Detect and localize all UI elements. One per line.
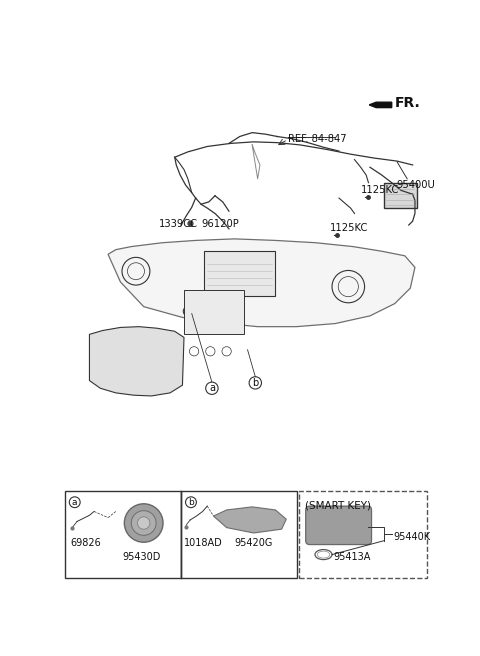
Ellipse shape: [315, 550, 332, 560]
Polygon shape: [214, 507, 286, 533]
FancyBboxPatch shape: [181, 491, 297, 578]
Text: 95400U: 95400U: [396, 180, 435, 190]
Text: b: b: [188, 498, 194, 506]
Text: 1125KC: 1125KC: [360, 185, 399, 195]
Circle shape: [132, 510, 156, 535]
Text: REF. 84-847: REF. 84-847: [288, 134, 347, 144]
Text: 95440K: 95440K: [393, 532, 431, 542]
FancyBboxPatch shape: [299, 491, 427, 578]
Text: (SMART KEY): (SMART KEY): [305, 501, 371, 510]
Circle shape: [124, 504, 163, 543]
Text: 69826: 69826: [71, 538, 102, 548]
FancyBboxPatch shape: [65, 491, 181, 578]
FancyBboxPatch shape: [306, 506, 372, 544]
FancyBboxPatch shape: [384, 182, 417, 208]
Text: a: a: [209, 383, 215, 393]
Circle shape: [137, 517, 150, 529]
Text: 1125KC: 1125KC: [330, 224, 368, 234]
FancyBboxPatch shape: [204, 251, 276, 296]
FancyBboxPatch shape: [184, 290, 244, 335]
Text: a: a: [72, 498, 77, 506]
Text: 95420G: 95420G: [234, 538, 273, 548]
Text: 95413A: 95413A: [334, 552, 371, 562]
Ellipse shape: [317, 551, 330, 558]
Polygon shape: [89, 327, 184, 396]
Text: b: b: [252, 378, 258, 388]
Text: 95430D: 95430D: [122, 552, 160, 562]
Circle shape: [183, 306, 192, 316]
Text: FR.: FR.: [395, 96, 420, 110]
FancyArrow shape: [369, 102, 392, 108]
Text: 1018AD: 1018AD: [184, 538, 223, 548]
Text: 96120P: 96120P: [201, 219, 239, 229]
Text: 1339CC: 1339CC: [159, 219, 198, 229]
Polygon shape: [108, 239, 415, 327]
